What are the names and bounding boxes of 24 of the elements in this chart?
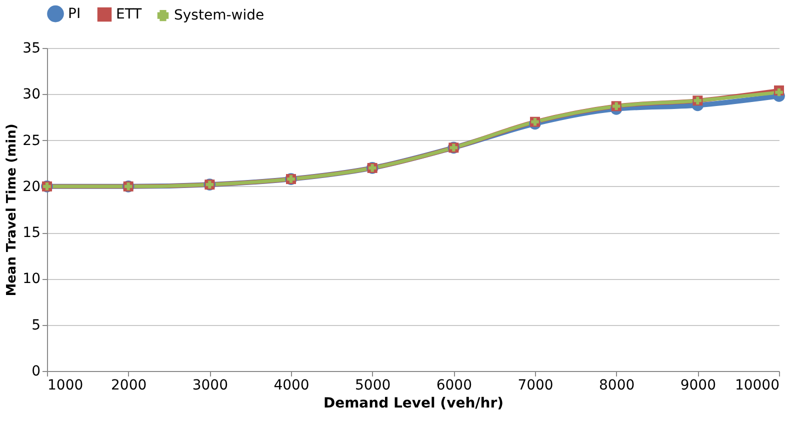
x-tick-label: 4000 bbox=[274, 378, 310, 394]
legend-label: PI bbox=[68, 6, 81, 22]
x-tick-label: 7000 bbox=[518, 378, 554, 394]
y-tick-label: 5 bbox=[32, 317, 40, 334]
y-tick-label: 35 bbox=[22, 40, 40, 56]
y-tick-label: 25 bbox=[22, 132, 40, 149]
x-tick-label: 3000 bbox=[192, 378, 228, 394]
x-tick-label: 2000 bbox=[111, 378, 147, 394]
y-tick-label: 20 bbox=[22, 178, 40, 195]
x-tick-label: 1000 bbox=[48, 378, 84, 394]
x-tick-label: 5000 bbox=[355, 378, 391, 394]
y-tick-label: 30 bbox=[22, 86, 40, 103]
x-tick-label: 8000 bbox=[599, 378, 635, 394]
point bbox=[775, 88, 783, 96]
y-tick-label: 0 bbox=[32, 364, 40, 380]
legend-label: System-wide bbox=[174, 8, 264, 24]
legend-label: ETT bbox=[116, 6, 142, 22]
x-tick-label: 9000 bbox=[680, 378, 716, 394]
x-tick-label: 10000 bbox=[734, 378, 780, 394]
x-tick-label: 6000 bbox=[436, 378, 472, 394]
y-axis-title: Mean Travel Time (min) bbox=[4, 124, 20, 296]
x-axis-title: Demand Level (veh/hr) bbox=[323, 396, 504, 412]
y-tick-label: 10 bbox=[22, 271, 40, 288]
y-tick-label: 15 bbox=[22, 225, 40, 242]
